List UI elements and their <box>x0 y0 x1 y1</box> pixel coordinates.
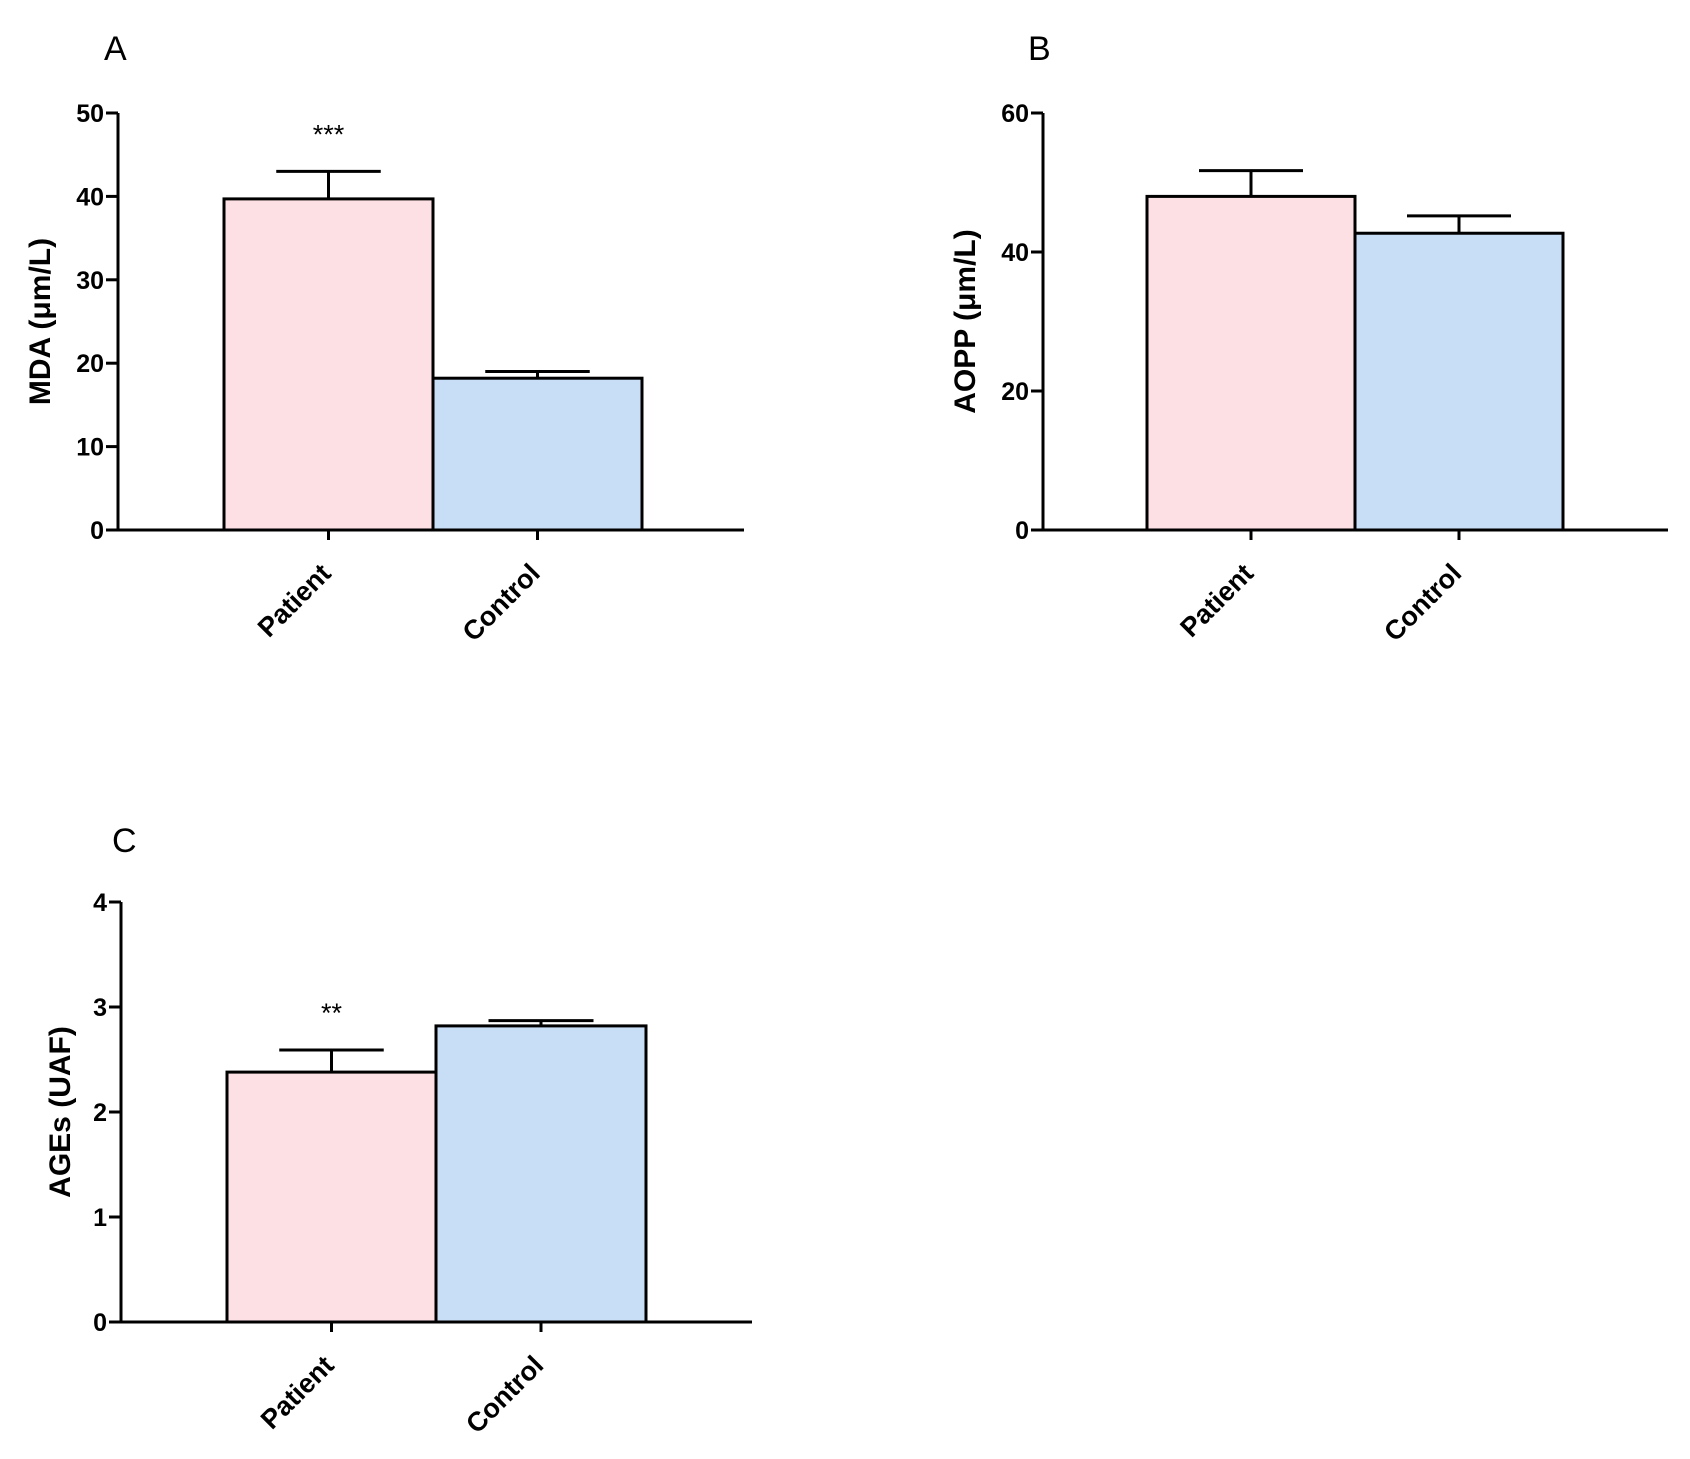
x-tick-label: Control <box>457 558 546 647</box>
y-tick-label: 0 <box>93 1309 107 1337</box>
x-tick-label: Control <box>460 1350 549 1439</box>
panel-b: B Patient Control 0 20 40 60 AOPP (μm/L) <box>949 30 1668 647</box>
bar-control <box>434 1024 648 1324</box>
y-tick-label: 3 <box>93 994 107 1022</box>
y-tick-label: 20 <box>76 350 104 378</box>
panel-letter: B <box>1028 30 1051 68</box>
y-tick-label: 4 <box>93 889 107 917</box>
bar-patient <box>1145 194 1357 532</box>
panel-a: A *** Patient Control 0 10 20 30 40 50 MDA (μm/L) <box>24 30 744 647</box>
y-tick-label: 0 <box>1015 517 1029 545</box>
y-tick-label: 50 <box>76 100 104 128</box>
x-tick-label: Control <box>1378 558 1467 647</box>
significance-label: *** <box>313 119 345 149</box>
significance-label: ** <box>321 998 343 1028</box>
y-tick-label: 0 <box>90 517 104 545</box>
y-axis-label: MDA (μm/L) <box>24 238 57 405</box>
x-tick-label: Patient <box>252 558 337 643</box>
x-tick-label: Patient <box>1174 558 1259 643</box>
y-axis-label: AOPP (μm/L) <box>949 229 982 413</box>
y-tick-label: 40 <box>76 183 104 211</box>
y-axis-label: AGEs (UAF) <box>44 1026 77 1198</box>
y-tick-label: 40 <box>1001 239 1029 267</box>
y-tick-label: 1 <box>93 1204 107 1232</box>
y-tick-label: 2 <box>93 1099 107 1127</box>
bar-patient <box>222 197 435 532</box>
y-tick-label: 30 <box>76 267 104 295</box>
y-tick-label: 60 <box>1001 100 1029 128</box>
y-tick-label: 10 <box>76 434 104 462</box>
panel-letter: C <box>112 822 137 860</box>
bar-patient <box>225 1070 438 1324</box>
bar-control <box>431 376 644 532</box>
panel-c: C ** Patient Control 0 1 2 3 4 AGEs (UAF) <box>44 822 752 1439</box>
bar-control <box>1353 231 1565 532</box>
x-tick-label: Patient <box>255 1350 340 1435</box>
panel-letter: A <box>104 30 127 68</box>
y-tick-label: 20 <box>1001 378 1029 406</box>
